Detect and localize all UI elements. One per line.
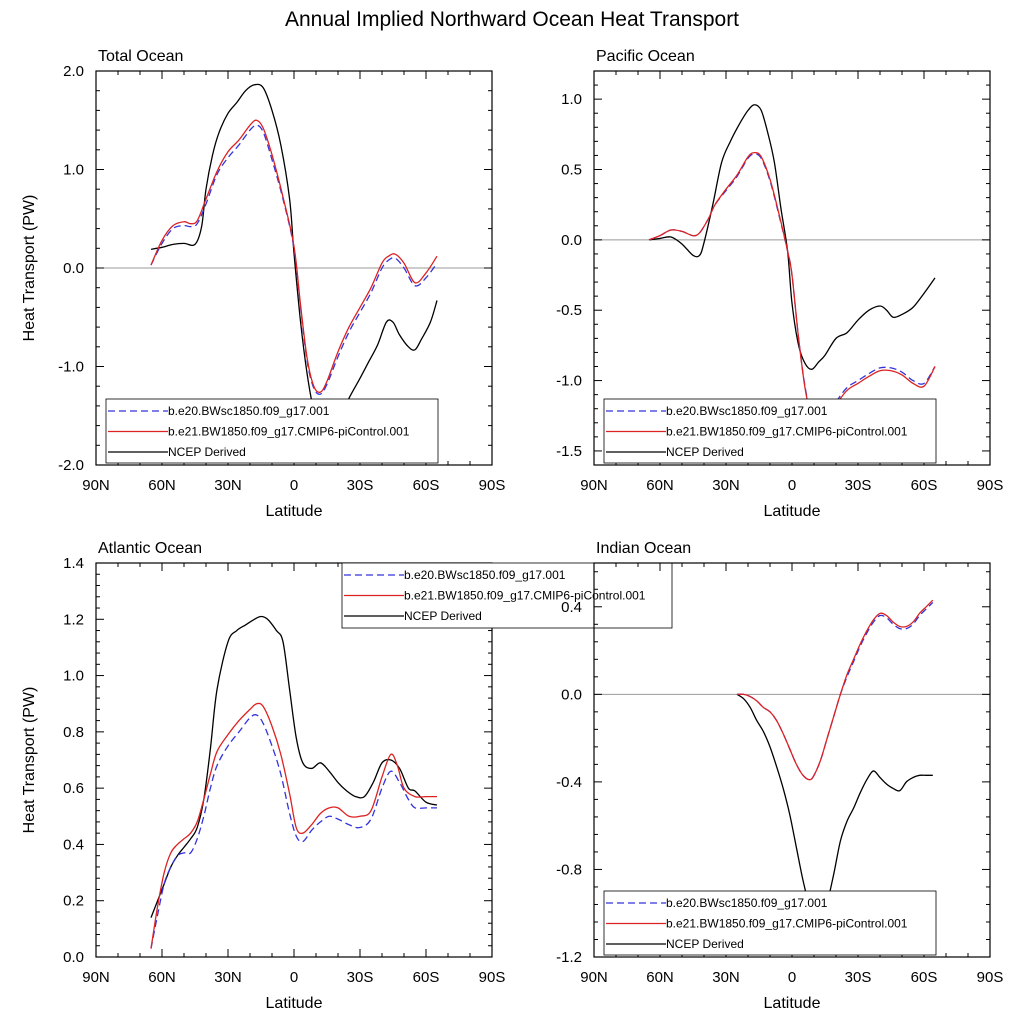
y-tick-label: 1.4 <box>63 555 84 572</box>
x-tick-label: 90S <box>977 477 1004 494</box>
x-tick-label: 60N <box>646 477 674 494</box>
x-tick-label: 60S <box>911 969 938 986</box>
legend: b.e20.BWsc1850.f09_g17.001 b.e21.BW1850.f… <box>603 890 937 956</box>
y-tick-label: 0.4 <box>63 836 84 853</box>
series-line-1 <box>648 153 936 424</box>
y-tick-label: 1.0 <box>63 668 84 685</box>
series-line-3 <box>150 615 438 918</box>
legend-label: b.e21.BW1850.f09_g17.CMIP6-piControl.001 <box>168 425 410 439</box>
legend: b.e20.BWsc1850.f09_g17.001 b.e21.BW1850.f… <box>603 398 937 464</box>
panels: Total Ocean 90N 60N 30N 0 30S 60S 90S -2.0 -1.0 0.… <box>21 48 1003 1012</box>
y-tick-label: 0.6 <box>63 780 84 797</box>
legend-label: b.e20.BWsc1850.f09_g17.001 <box>404 568 566 582</box>
y-tick-label: 1.0 <box>561 91 582 108</box>
legend-label: b.e21.BW1850.f09_g17.CMIP6-piControl.001 <box>666 917 908 931</box>
x-axis-label: Latitude <box>764 995 821 1012</box>
panel-4: Indian Ocean 90N 60N 30N 0 30S 60S 90S -1.2 -0.8 -… <box>556 540 1003 1012</box>
y-tick-label: 0.8 <box>63 724 84 741</box>
y-tick-label: -1.0 <box>556 373 582 390</box>
y-axis-label: Heat Transport (PW) <box>21 687 38 834</box>
x-tick-label: 60N <box>646 969 674 986</box>
y-axis-label: Heat Transport (PW) <box>21 195 38 342</box>
legend-label: NCEP Derived <box>168 445 246 459</box>
x-tick-label: 90S <box>977 969 1004 986</box>
legend-label: b.e21.BW1850.f09_g17.CMIP6-piControl.001 <box>666 425 908 439</box>
series-line-2 <box>150 119 438 393</box>
series-line-3 <box>736 693 933 922</box>
x-tick-label: 90N <box>580 477 608 494</box>
x-tick-label: 0 <box>788 477 796 494</box>
x-tick-label: 0 <box>788 969 796 986</box>
y-tick-label: 0.4 <box>561 599 582 616</box>
panel-title: Pacific Ocean <box>596 48 695 65</box>
legend: b.e20.BWsc1850.f09_g17.001 b.e21.BW1850.f… <box>341 562 673 629</box>
legend-label: NCEP Derived <box>666 937 744 951</box>
y-tick-label: 0.2 <box>63 893 84 910</box>
x-tick-label: 30S <box>347 477 374 494</box>
x-tick-label: 90N <box>82 969 110 986</box>
figure-title: Annual Implied Northward Ocean Heat Tran… <box>285 8 739 31</box>
legend: b.e20.BWsc1850.f09_g17.001 b.e21.BW1850.f… <box>105 398 439 464</box>
x-tick-label: 60N <box>148 969 176 986</box>
x-axis-label: Latitude <box>764 503 821 520</box>
panel-2: Pacific Ocean 90N 60N 30N 0 30S 60S 90S -1.5 -1.0… <box>556 48 1003 520</box>
series-line-2 <box>150 702 437 949</box>
series-line-1 <box>736 601 934 781</box>
panel-1: Total Ocean 90N 60N 30N 0 30S 60S 90S -2.0 -1.0 0.… <box>21 48 505 520</box>
y-tick-label: -0.5 <box>556 302 582 319</box>
x-tick-label: 30S <box>347 969 374 986</box>
x-tick-label: 30N <box>712 477 740 494</box>
series-line-2 <box>648 151 936 425</box>
panel-3: Atlantic Ocean 90N 60N 30N 0 30S 60S 90S 0.0 0.2 0… <box>21 540 673 1012</box>
x-tick-label: 60S <box>413 477 440 494</box>
legend-label: NCEP Derived <box>666 445 744 459</box>
y-tick-label: 0.0 <box>63 260 84 277</box>
x-tick-label: 60N <box>148 477 176 494</box>
y-tick-label: -2.0 <box>58 457 84 474</box>
x-tick-label: 90S <box>479 477 506 494</box>
x-axis-label: Latitude <box>266 503 323 520</box>
x-tick-label: 90S <box>479 969 506 986</box>
y-tick-label: 1.2 <box>63 611 84 628</box>
x-tick-label: 0 <box>290 477 298 494</box>
y-tick-label: 0.0 <box>63 949 84 966</box>
y-tick-label: -1.5 <box>556 443 582 460</box>
x-tick-label: 90N <box>82 477 110 494</box>
legend-box <box>341 562 673 629</box>
x-axis-label: Latitude <box>266 995 323 1012</box>
x-tick-label: 30S <box>845 969 872 986</box>
series-line-1 <box>150 713 437 949</box>
y-tick-label: -1.2 <box>556 949 582 966</box>
legend-label: b.e20.BWsc1850.f09_g17.001 <box>666 404 828 418</box>
series-line-3 <box>150 83 438 435</box>
panel-title: Indian Ocean <box>596 540 691 557</box>
legend-label: b.e21.BW1850.f09_g17.CMIP6-piControl.001 <box>404 589 646 603</box>
legend-label: b.e20.BWsc1850.f09_g17.001 <box>168 404 330 418</box>
series-line-3 <box>648 104 936 370</box>
y-tick-label: 0.5 <box>561 162 582 179</box>
y-tick-label: -1.0 <box>58 359 84 376</box>
y-tick-label: 0.0 <box>561 232 582 249</box>
x-tick-label: 60S <box>413 969 440 986</box>
y-tick-label: 0.0 <box>561 686 582 703</box>
x-tick-label: 90N <box>580 969 608 986</box>
y-tick-label: -0.8 <box>556 861 582 878</box>
legend-label: b.e20.BWsc1850.f09_g17.001 <box>666 896 828 910</box>
y-tick-label: -0.4 <box>556 774 582 791</box>
panel-title: Total Ocean <box>98 48 183 65</box>
panel-title: Atlantic Ocean <box>98 540 202 557</box>
x-tick-label: 0 <box>290 969 298 986</box>
legend-label: NCEP Derived <box>404 609 482 623</box>
series-line-2 <box>736 599 934 781</box>
x-tick-label: 30N <box>214 477 242 494</box>
x-tick-label: 30N <box>214 969 242 986</box>
y-tick-label: 2.0 <box>63 63 84 80</box>
x-tick-label: 30N <box>712 969 740 986</box>
y-tick-label: 1.0 <box>63 162 84 179</box>
x-tick-label: 60S <box>911 477 938 494</box>
x-tick-label: 30S <box>845 477 872 494</box>
